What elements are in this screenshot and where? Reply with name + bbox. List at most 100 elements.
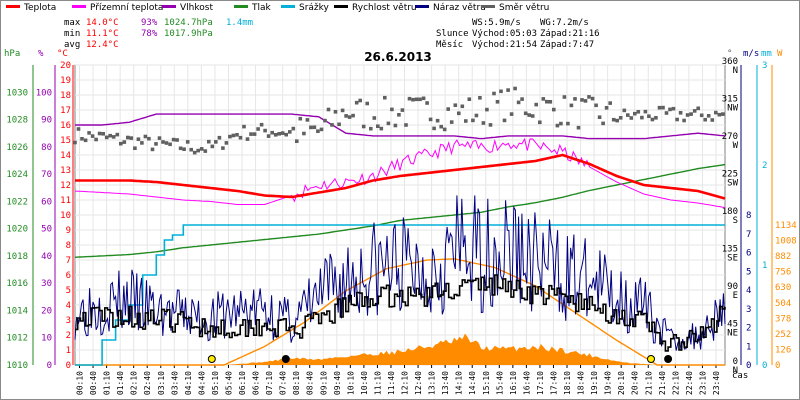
solar-tick-label: 756 [775,268,791,278]
x-tick-label: 15:10 [482,371,491,395]
wind-direction-point [481,121,486,125]
wind-direction-point [516,100,521,105]
wind-dir-tick-value: 0 [733,357,738,367]
wind-tick-label: 1 [746,342,751,352]
wind-direction-point [513,86,517,91]
wind-direction-point [696,106,700,111]
wind-direction-point [87,131,91,135]
wind-direction-point [488,123,493,127]
x-tick-label: 01:40 [116,371,125,395]
x-tick-label: 09:40 [333,371,342,395]
pressure-tick-label: 1022 [6,197,28,207]
x-tick-label: 11:10 [373,371,382,395]
wind-direction-point [407,96,412,101]
wind-direction-point [168,142,172,147]
wind-direction-point [523,111,528,116]
wind-direction-point [143,134,148,139]
wind-direction-point [316,129,320,133]
solar-tick-label: 252 [775,330,791,340]
wind-direction-point [284,132,288,137]
rain-tick-label: 3 [762,61,767,71]
wind-direction-point [615,118,619,123]
humidity-tick-label: 20 [41,306,52,316]
temperature-tick-label: 19 [60,76,71,86]
wind-direction-point [467,97,472,101]
rain-tick-label: 1 [762,261,767,271]
pressure-tick-label: 1024 [6,170,28,180]
x-tick-label: 12:40 [414,371,423,395]
wind-direction-point [703,117,707,122]
x-tick-label: 17:40 [549,371,558,395]
wind-direction-point [221,146,225,150]
x-tick-label: 18:10 [563,371,572,395]
wind-direction-point [499,89,503,94]
x-tick-label: 10:10 [346,371,355,395]
temperature-tick-label: 5 [66,286,71,296]
wind-direction-point [400,108,405,112]
wind-direction-point [386,121,391,126]
legend-swatch [281,5,295,8]
legend-label: Přízemní teplota [90,3,163,13]
moon-rise: Východ:21:54 [472,40,537,50]
moon-marker [281,355,290,363]
solar-tick-label: 1008 [775,237,797,247]
temperature-tick-label: 17 [60,106,71,116]
wind-direction-point [136,137,141,141]
humidity-tick-label: 60 [41,197,52,207]
wind-direction-point [351,113,355,118]
temperature-tick-label: 13 [60,166,71,176]
wind-direction-point [90,134,95,138]
wind-direction-point [425,101,429,105]
wind-direction-point [689,112,693,116]
wind-direction-point [580,98,584,102]
wind-tick-label: 2 [746,324,751,334]
x-tick-label: 07:40 [279,371,288,395]
legend-label: Náraz větru [433,3,486,13]
wind-direction-point [538,120,542,125]
wind-dir-tick-value: 135 [722,245,738,255]
wind-direction-point [608,101,612,105]
x-tick-label: 03:10 [157,371,166,395]
x-tick-label: 00:40 [89,371,98,395]
temperature-tick-label: 11 [60,196,71,206]
moon-set: Západ:7:47 [540,40,594,50]
wind-direction-point [231,133,236,138]
humidity-tick-label: 10 [41,334,52,344]
wind-direction-point [710,118,715,122]
pressure-tick-label: 1016 [6,279,28,289]
wind-tick-label: 7 [746,230,751,240]
pressure-tick-label: 1026 [6,143,28,153]
stat-rain-total: 1.4mm [226,18,253,28]
plot-area [73,86,726,366]
wind-direction-point [474,113,479,118]
temperature-tick-label: 18 [60,91,71,101]
wind-direction-point [340,108,345,113]
temperature-line [75,153,726,200]
legend-label: Rychlost větru [352,3,417,13]
wind-direction-point [411,97,415,102]
sun-marker [647,355,655,363]
stat-min-label: min [64,29,80,39]
x-tick-label: 08:10 [292,371,301,395]
astro-block: WS:5.9m/s WG:7.2m/s Slunce Východ:05:03 … [436,18,600,50]
wind-direction-point [171,137,176,142]
wind-direction-point [361,124,366,129]
wind-direction-point [126,135,130,140]
wind-direction-point [640,115,644,120]
legend-label: Vlhkost [180,3,213,13]
wind-direction-point [94,137,98,142]
wind-direction-point [545,99,549,104]
humidity-tick-label: 0 [47,361,52,371]
x-tick-label: 23:40 [712,371,721,395]
wind-direction-point [111,135,116,139]
temperature-tick-label: 8 [66,241,71,251]
humidity-tick-label: 100 [36,88,52,98]
wind-direction-point [333,110,338,114]
humidity-tick-label: 90 [41,116,52,126]
axes: 00:10 00:40 01:10 01:40 02:10 02:40 03:10 03:40… [6,57,796,395]
wind-direction-point [618,116,623,120]
wind-direction-point [446,107,450,111]
axis-header-degc: °C [57,49,68,59]
temperature-tick-label: 2 [66,331,71,341]
wind-direction-point [485,107,489,112]
